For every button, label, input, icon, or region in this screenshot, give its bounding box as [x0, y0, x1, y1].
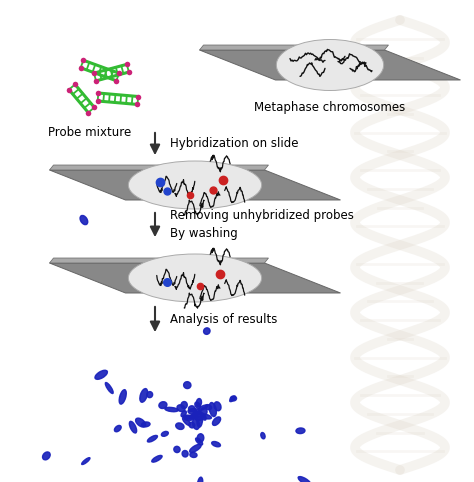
Ellipse shape — [195, 402, 201, 409]
Polygon shape — [200, 50, 461, 80]
Ellipse shape — [129, 421, 137, 433]
Ellipse shape — [212, 417, 220, 426]
Ellipse shape — [203, 328, 210, 335]
Ellipse shape — [177, 405, 185, 412]
Ellipse shape — [43, 452, 50, 460]
Ellipse shape — [199, 405, 208, 410]
Ellipse shape — [201, 408, 207, 415]
Ellipse shape — [181, 411, 186, 417]
Ellipse shape — [140, 388, 147, 402]
Polygon shape — [49, 263, 340, 293]
Ellipse shape — [182, 417, 190, 426]
Ellipse shape — [128, 254, 262, 302]
Ellipse shape — [196, 438, 202, 445]
Ellipse shape — [147, 435, 157, 442]
Ellipse shape — [182, 451, 188, 457]
Ellipse shape — [183, 382, 191, 388]
Ellipse shape — [200, 413, 206, 420]
Ellipse shape — [195, 416, 202, 420]
Ellipse shape — [191, 412, 198, 417]
Ellipse shape — [190, 453, 197, 457]
Ellipse shape — [192, 418, 200, 429]
Ellipse shape — [159, 402, 167, 409]
Ellipse shape — [105, 383, 113, 393]
Ellipse shape — [189, 406, 195, 412]
Ellipse shape — [212, 442, 220, 447]
Ellipse shape — [147, 391, 153, 398]
Ellipse shape — [165, 407, 178, 412]
Ellipse shape — [189, 422, 195, 428]
Ellipse shape — [296, 428, 305, 434]
Polygon shape — [49, 165, 268, 170]
Ellipse shape — [188, 409, 201, 415]
Ellipse shape — [161, 431, 168, 436]
Ellipse shape — [95, 370, 108, 379]
Ellipse shape — [189, 411, 201, 419]
Ellipse shape — [298, 477, 311, 482]
Ellipse shape — [119, 389, 126, 404]
Ellipse shape — [174, 446, 180, 453]
Text: Removing unhybridized probes
By washing: Removing unhybridized probes By washing — [170, 209, 354, 240]
Ellipse shape — [190, 444, 201, 453]
Ellipse shape — [136, 418, 146, 427]
Ellipse shape — [196, 399, 201, 407]
Text: Analysis of results: Analysis of results — [170, 313, 277, 326]
Ellipse shape — [193, 408, 197, 417]
Ellipse shape — [114, 426, 121, 432]
Ellipse shape — [142, 422, 150, 427]
Ellipse shape — [82, 458, 90, 465]
Ellipse shape — [181, 402, 187, 409]
Ellipse shape — [276, 40, 383, 91]
Ellipse shape — [230, 396, 236, 402]
Polygon shape — [49, 170, 340, 200]
Text: Metaphase chromosomes: Metaphase chromosomes — [255, 101, 406, 114]
Ellipse shape — [152, 455, 162, 462]
Polygon shape — [200, 45, 389, 50]
Ellipse shape — [198, 477, 203, 482]
Polygon shape — [49, 258, 268, 263]
Ellipse shape — [214, 402, 221, 411]
Ellipse shape — [205, 404, 211, 410]
Text: Hybridization on slide: Hybridization on slide — [170, 137, 299, 150]
Ellipse shape — [176, 423, 184, 429]
Ellipse shape — [230, 396, 237, 401]
Ellipse shape — [209, 402, 217, 416]
Ellipse shape — [183, 415, 191, 418]
Text: Probe mixture: Probe mixture — [48, 126, 132, 139]
Ellipse shape — [197, 413, 202, 427]
Ellipse shape — [261, 432, 265, 439]
Ellipse shape — [197, 434, 204, 442]
Ellipse shape — [128, 161, 262, 209]
Ellipse shape — [201, 414, 211, 419]
Ellipse shape — [184, 415, 194, 420]
Ellipse shape — [80, 215, 88, 225]
